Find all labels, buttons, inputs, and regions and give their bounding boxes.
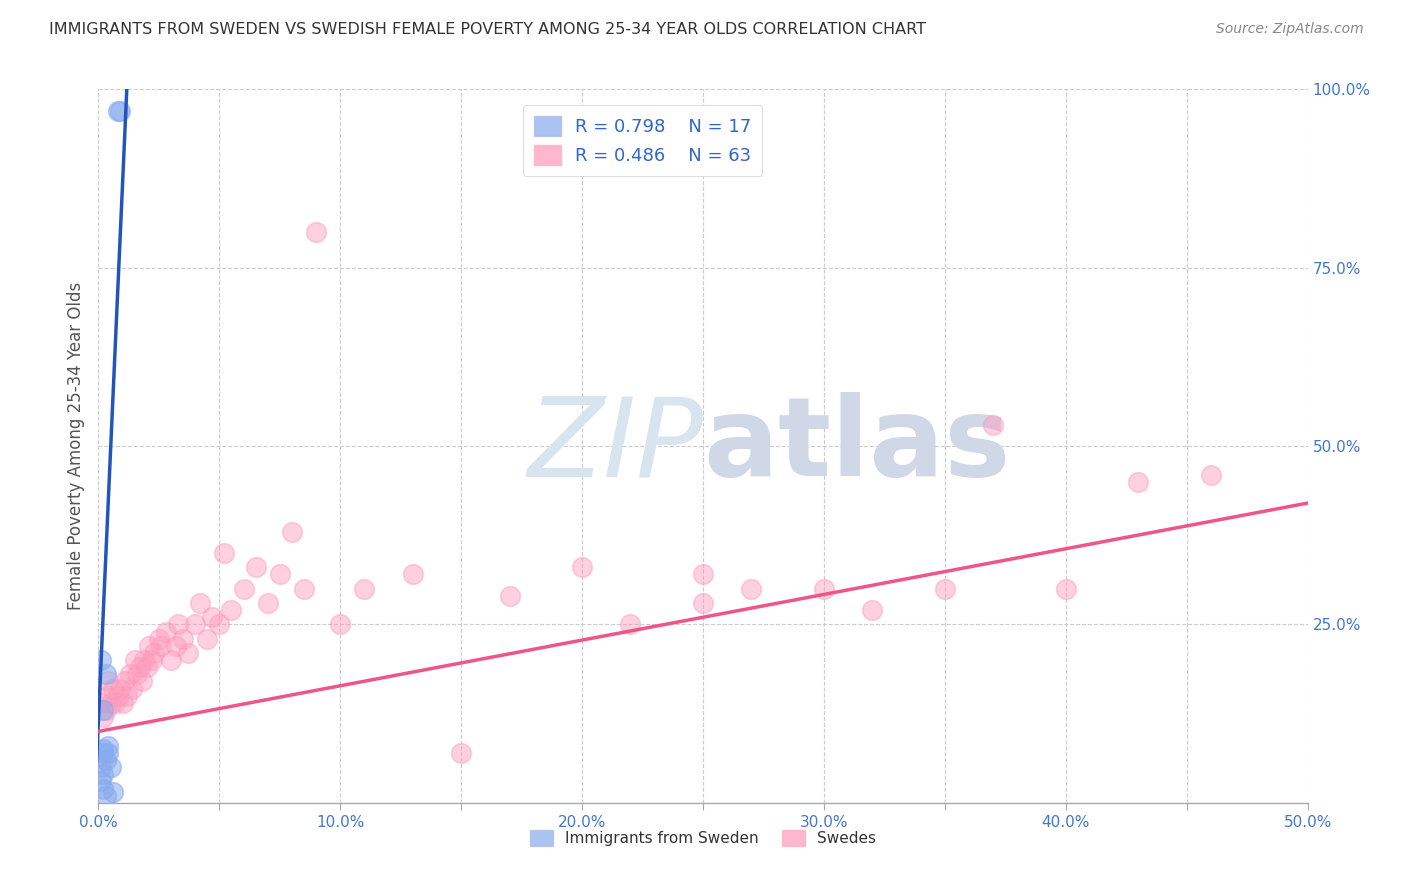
Point bbox=[121, 681, 143, 696]
Point bbox=[934, 582, 956, 596]
Point bbox=[91, 746, 114, 760]
Point bbox=[740, 582, 762, 596]
Point bbox=[571, 560, 593, 574]
Point bbox=[256, 596, 278, 610]
Point bbox=[143, 646, 166, 660]
Point bbox=[201, 610, 224, 624]
Point bbox=[118, 667, 141, 681]
Point bbox=[160, 653, 183, 667]
Point bbox=[981, 417, 1004, 432]
Point bbox=[402, 567, 425, 582]
Point bbox=[619, 617, 641, 632]
Point bbox=[104, 696, 127, 710]
Point bbox=[353, 582, 375, 596]
Point bbox=[91, 781, 114, 796]
Point bbox=[97, 674, 120, 689]
Point bbox=[195, 632, 218, 646]
Point bbox=[245, 560, 267, 574]
Point bbox=[305, 225, 328, 239]
Point bbox=[860, 603, 883, 617]
Point bbox=[94, 667, 117, 681]
Legend: Immigrants from Sweden, Swedes: Immigrants from Sweden, Swedes bbox=[524, 824, 882, 852]
Point bbox=[128, 660, 150, 674]
Point bbox=[124, 653, 146, 667]
Text: Source: ZipAtlas.com: Source: ZipAtlas.com bbox=[1216, 22, 1364, 37]
Point bbox=[1199, 467, 1222, 482]
Point bbox=[692, 596, 714, 610]
Point bbox=[281, 524, 304, 539]
Point bbox=[91, 703, 114, 717]
Point bbox=[135, 660, 157, 674]
Point bbox=[212, 546, 235, 560]
Point bbox=[114, 674, 136, 689]
Point bbox=[165, 639, 187, 653]
Text: atlas: atlas bbox=[703, 392, 1011, 500]
Point bbox=[138, 639, 160, 653]
Point bbox=[97, 739, 120, 753]
Text: ZIP: ZIP bbox=[527, 392, 703, 500]
Text: IMMIGRANTS FROM SWEDEN VS SWEDISH FEMALE POVERTY AMONG 25-34 YEAR OLDS CORRELATI: IMMIGRANTS FROM SWEDEN VS SWEDISH FEMALE… bbox=[49, 22, 927, 37]
Point bbox=[1128, 475, 1150, 489]
Point bbox=[91, 710, 114, 724]
Point bbox=[188, 596, 211, 610]
Point bbox=[813, 582, 835, 596]
Point bbox=[100, 696, 122, 710]
Point bbox=[131, 674, 153, 689]
Point bbox=[111, 696, 134, 710]
Point bbox=[91, 767, 114, 781]
Point bbox=[101, 785, 124, 799]
Point bbox=[107, 103, 129, 118]
Point bbox=[329, 617, 352, 632]
Point bbox=[108, 681, 131, 696]
Point bbox=[150, 639, 173, 653]
Point bbox=[90, 653, 112, 667]
Point bbox=[117, 689, 139, 703]
Point bbox=[148, 632, 170, 646]
Point bbox=[221, 603, 243, 617]
Point bbox=[184, 617, 207, 632]
Point bbox=[100, 760, 122, 774]
Point bbox=[692, 567, 714, 582]
Point bbox=[94, 789, 117, 803]
Point bbox=[97, 746, 120, 760]
Point bbox=[127, 667, 149, 681]
Point bbox=[498, 589, 520, 603]
Point bbox=[91, 742, 114, 756]
Point bbox=[94, 753, 117, 767]
Point bbox=[269, 567, 291, 582]
Point bbox=[208, 617, 231, 632]
Point bbox=[292, 582, 315, 596]
Point bbox=[90, 696, 112, 710]
Point bbox=[1054, 582, 1077, 596]
Point bbox=[90, 774, 112, 789]
Point bbox=[108, 103, 131, 118]
Point bbox=[101, 681, 124, 696]
Point bbox=[141, 653, 163, 667]
Point bbox=[167, 617, 190, 632]
Point bbox=[94, 703, 117, 717]
Point bbox=[134, 653, 156, 667]
Point bbox=[177, 646, 200, 660]
Point bbox=[172, 632, 194, 646]
Point bbox=[450, 746, 472, 760]
Point bbox=[155, 624, 177, 639]
Point bbox=[90, 760, 112, 774]
Point bbox=[107, 689, 129, 703]
Point bbox=[97, 689, 120, 703]
Y-axis label: Female Poverty Among 25-34 Year Olds: Female Poverty Among 25-34 Year Olds bbox=[66, 282, 84, 610]
Point bbox=[232, 582, 254, 596]
